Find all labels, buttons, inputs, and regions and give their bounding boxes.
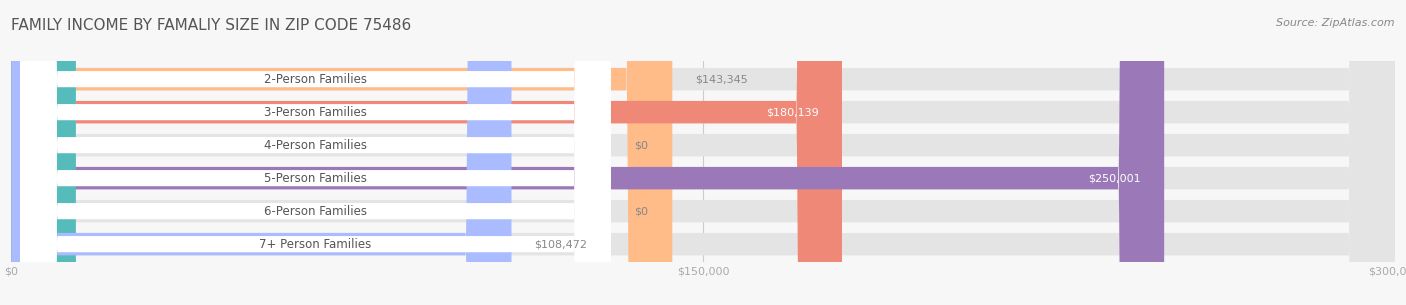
Text: $0: $0 bbox=[634, 140, 648, 150]
FancyBboxPatch shape bbox=[21, 0, 610, 305]
FancyBboxPatch shape bbox=[11, 0, 842, 305]
Text: Source: ZipAtlas.com: Source: ZipAtlas.com bbox=[1277, 18, 1395, 28]
Text: 3-Person Families: 3-Person Families bbox=[264, 106, 367, 119]
FancyBboxPatch shape bbox=[11, 0, 1395, 305]
FancyBboxPatch shape bbox=[21, 0, 610, 305]
Text: 4-Person Families: 4-Person Families bbox=[264, 139, 367, 152]
FancyBboxPatch shape bbox=[11, 0, 1395, 305]
FancyBboxPatch shape bbox=[21, 0, 610, 305]
FancyBboxPatch shape bbox=[11, 0, 512, 305]
FancyBboxPatch shape bbox=[11, 0, 76, 305]
FancyBboxPatch shape bbox=[11, 0, 1395, 305]
Text: $250,001: $250,001 bbox=[1088, 173, 1142, 183]
Text: $108,472: $108,472 bbox=[534, 239, 588, 249]
FancyBboxPatch shape bbox=[11, 0, 1164, 305]
FancyBboxPatch shape bbox=[21, 0, 610, 305]
Text: $180,139: $180,139 bbox=[766, 107, 818, 117]
Text: 6-Person Families: 6-Person Families bbox=[264, 205, 367, 218]
Text: $143,345: $143,345 bbox=[696, 74, 748, 84]
Text: $0: $0 bbox=[634, 206, 648, 216]
FancyBboxPatch shape bbox=[21, 0, 610, 305]
Text: 2-Person Families: 2-Person Families bbox=[264, 73, 367, 86]
FancyBboxPatch shape bbox=[11, 0, 76, 305]
FancyBboxPatch shape bbox=[11, 0, 1395, 305]
FancyBboxPatch shape bbox=[11, 0, 1395, 305]
Text: 7+ Person Families: 7+ Person Families bbox=[260, 238, 371, 251]
FancyBboxPatch shape bbox=[11, 0, 1395, 305]
Text: FAMILY INCOME BY FAMALIY SIZE IN ZIP CODE 75486: FAMILY INCOME BY FAMALIY SIZE IN ZIP COD… bbox=[11, 18, 412, 33]
FancyBboxPatch shape bbox=[11, 0, 672, 305]
FancyBboxPatch shape bbox=[21, 0, 610, 305]
Text: 5-Person Families: 5-Person Families bbox=[264, 172, 367, 185]
